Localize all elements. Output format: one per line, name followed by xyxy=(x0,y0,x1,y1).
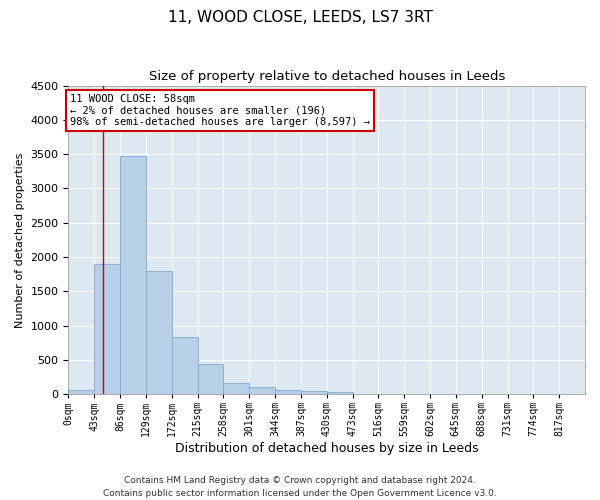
Text: Contains HM Land Registry data © Crown copyright and database right 2024.
Contai: Contains HM Land Registry data © Crown c… xyxy=(103,476,497,498)
Bar xyxy=(146,272,172,394)
Bar xyxy=(249,386,275,394)
Bar xyxy=(327,392,353,394)
Bar xyxy=(275,390,301,394)
Title: Size of property relative to detached houses in Leeds: Size of property relative to detached ho… xyxy=(149,70,505,83)
Bar xyxy=(68,390,94,394)
Bar xyxy=(120,156,146,394)
Bar xyxy=(94,264,120,394)
Bar xyxy=(223,383,249,394)
Y-axis label: Number of detached properties: Number of detached properties xyxy=(15,152,25,328)
Text: 11 WOOD CLOSE: 58sqm
← 2% of detached houses are smaller (196)
98% of semi-detac: 11 WOOD CLOSE: 58sqm ← 2% of detached ho… xyxy=(70,94,370,127)
Text: 11, WOOD CLOSE, LEEDS, LS7 3RT: 11, WOOD CLOSE, LEEDS, LS7 3RT xyxy=(167,10,433,25)
Bar xyxy=(197,364,223,394)
X-axis label: Distribution of detached houses by size in Leeds: Distribution of detached houses by size … xyxy=(175,442,479,455)
Bar xyxy=(301,392,327,394)
Bar xyxy=(172,336,197,394)
